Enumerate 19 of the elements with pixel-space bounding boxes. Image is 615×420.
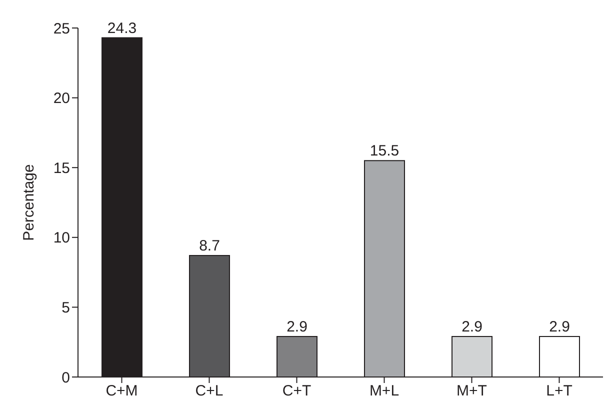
y-tick-label: 15 xyxy=(53,160,70,177)
y-tick-label: 5 xyxy=(62,300,70,317)
x-tick-label: C+T xyxy=(282,382,312,400)
data-label: 2.9 xyxy=(462,318,482,336)
x-tick-label: L+T xyxy=(546,382,572,400)
data-label: 2.9 xyxy=(286,318,308,336)
y-tick-label: 25 xyxy=(53,20,70,38)
y-axis-title: Percentage xyxy=(20,164,38,241)
x-tick-label: M+L xyxy=(369,382,400,400)
data-label: 15.5 xyxy=(370,142,400,160)
x-tick-label: C+M xyxy=(106,382,138,400)
data-label: 2.9 xyxy=(549,318,570,336)
x-tick-label: C+L xyxy=(195,382,224,400)
data-label: 8.7 xyxy=(199,238,220,255)
x-tick-label: M+T xyxy=(456,382,487,400)
y-tick-label: 10 xyxy=(53,230,70,247)
y-tick-label: 20 xyxy=(53,90,70,108)
y-tick-label: 0 xyxy=(62,369,70,386)
data-label: 24.3 xyxy=(107,20,137,37)
